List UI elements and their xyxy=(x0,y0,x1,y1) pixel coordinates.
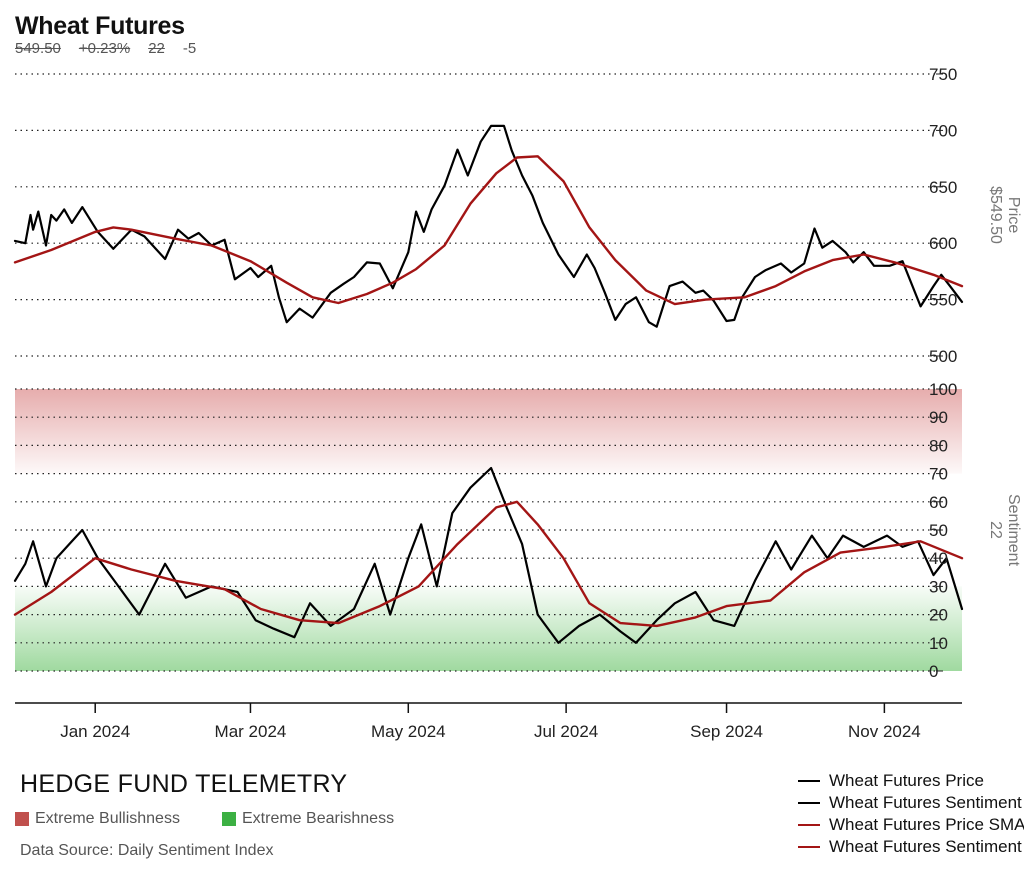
legend-line-price xyxy=(798,780,820,782)
x-tick-label: Nov 2024 xyxy=(848,722,921,741)
zone-extreme-bullishness xyxy=(15,389,962,474)
price-y-tick-label: 550 xyxy=(929,291,957,310)
price-axis-title: Price$549.50 xyxy=(987,186,1022,244)
legend-label-price-sma: Wheat Futures Price SMA xyxy=(829,815,1024,834)
x-tick-label: Sep 2024 xyxy=(690,722,763,741)
series-line-wheat-futures-price-sma xyxy=(13,155,964,306)
bull-label: Extreme Bullishness xyxy=(35,810,180,827)
price-value: 549.50 xyxy=(15,40,61,57)
bear-label: Extreme Bearishness xyxy=(242,810,395,827)
sentiment-y-tick-label: 70 xyxy=(929,465,948,484)
sentiment-axis-title: Sentiment22 xyxy=(987,494,1022,567)
legend-line-sentiment xyxy=(798,802,820,804)
sentiment-y-tick-label: 80 xyxy=(929,436,948,455)
data-source: Data Source: Daily Sentiment Index xyxy=(20,842,274,859)
price-change: +0.23% xyxy=(78,40,131,57)
price-y-tick-label: 700 xyxy=(929,121,957,140)
legend-line-price-sma xyxy=(798,824,820,826)
legend-item-sentiment[interactable]: Wheat Futures Sentiment xyxy=(798,792,1024,814)
price-y-tick-label: 600 xyxy=(929,234,957,253)
brand-name: HEDGE FUND TELEMETRY xyxy=(20,770,348,798)
legend-label-price: Wheat Futures Price xyxy=(829,771,984,790)
legend-zone-bear: Extreme Bearishness xyxy=(222,810,394,828)
legend-label-sentiment-sma: Wheat Futures Sentiment SMA xyxy=(829,837,1024,856)
legend-line-sentiment-sma xyxy=(798,846,820,848)
legend-label-sentiment: Wheat Futures Sentiment xyxy=(829,793,1022,812)
price-y-tick-label: 500 xyxy=(929,347,957,366)
sentiment-y-tick-label: 60 xyxy=(929,493,948,512)
x-tick-label: Jul 2024 xyxy=(534,722,598,741)
chart-title: Wheat Futures xyxy=(15,12,185,40)
sentiment-y-tick-label: 100 xyxy=(929,380,957,399)
price-y-tick-label: 750 xyxy=(929,65,957,84)
sentiment-value: 22 xyxy=(148,40,165,57)
sentiment-y-tick-label: 40 xyxy=(929,549,948,568)
x-tick-label: May 2024 xyxy=(371,722,446,741)
sentiment-y-tick-label: 30 xyxy=(929,577,948,596)
sentiment-y-tick-label: 90 xyxy=(929,408,948,427)
sentiment-y-tick-label: 20 xyxy=(929,606,948,625)
legend-item-sentiment-sma[interactable]: Wheat Futures Sentiment SMA xyxy=(798,836,1024,858)
price-y-tick-label: 650 xyxy=(929,178,957,197)
sentiment-change: -5 xyxy=(182,40,197,57)
legend-zone-bull: Extreme Bullishness xyxy=(15,810,180,828)
x-tick-label: Mar 2024 xyxy=(215,722,287,741)
series-line-wheat-futures-sentiment-sma xyxy=(13,500,964,628)
sentiment-y-tick-label: 0 xyxy=(929,662,938,681)
bear-swatch xyxy=(222,812,236,826)
bull-swatch xyxy=(15,812,29,826)
sentiment-y-tick-label: 50 xyxy=(929,521,948,540)
series-line-wheat-futures-price xyxy=(13,124,964,328)
zone-extreme-bearishness xyxy=(15,586,962,671)
legend-item-price[interactable]: Wheat Futures Price xyxy=(798,770,1024,792)
series-legend: Wheat Futures Price Wheat Futures Sentim… xyxy=(798,770,1024,858)
legend-item-price-sma[interactable]: Wheat Futures Price SMA xyxy=(798,814,1024,836)
sentiment-y-tick-label: 10 xyxy=(929,634,948,653)
series-line-wheat-futures-sentiment xyxy=(13,466,964,644)
x-tick-label: Jan 2024 xyxy=(60,722,130,741)
header-stats: 549.50 +0.23% 22 -5 xyxy=(15,40,214,57)
